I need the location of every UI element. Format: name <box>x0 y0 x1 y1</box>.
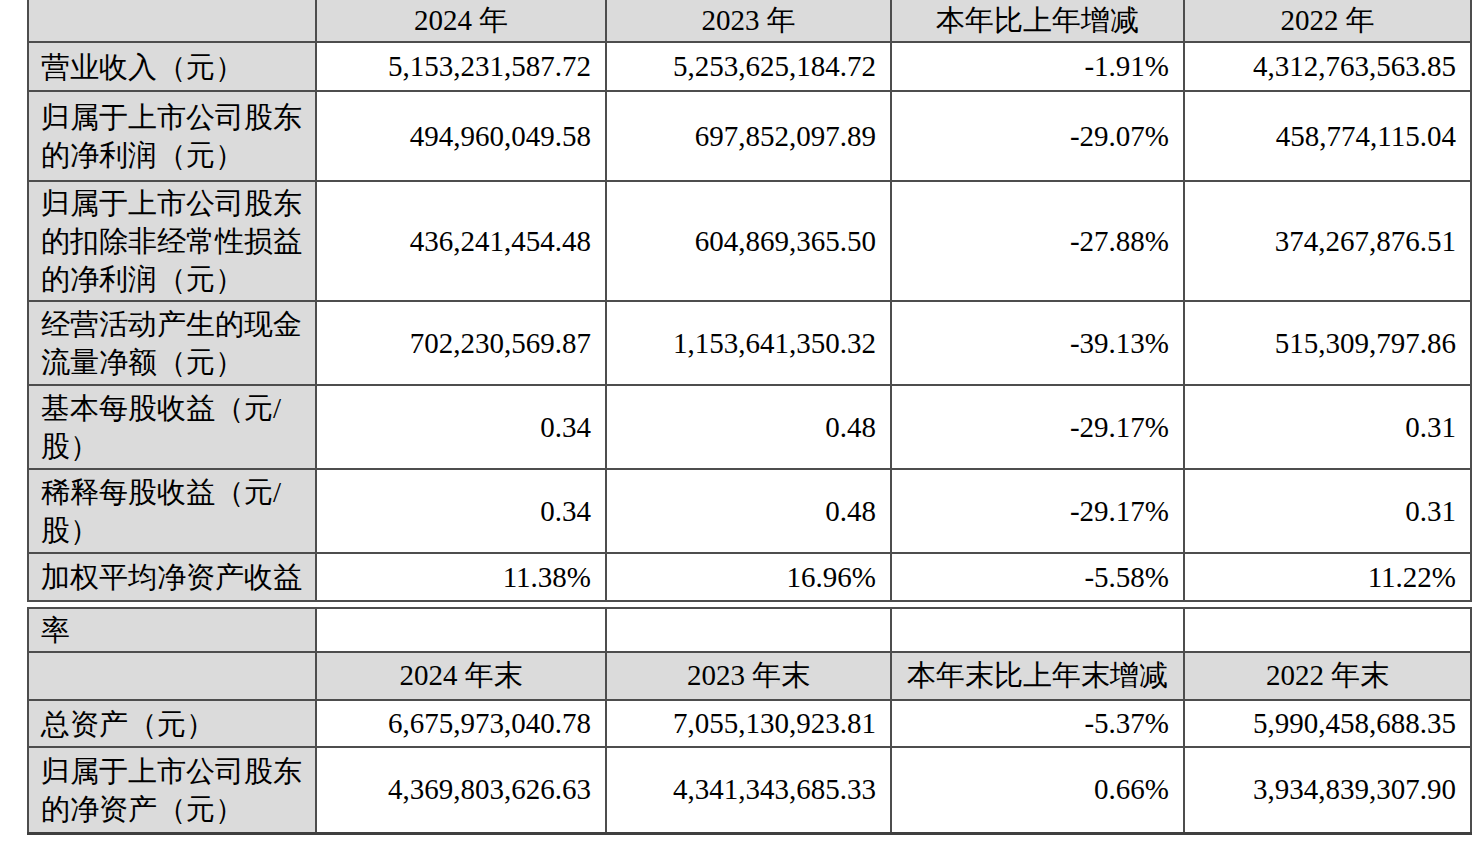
table-row-roe-label-carryover: 率 <box>28 608 1471 652</box>
value-2023-cell: 1,153,641,350.32 <box>606 301 891 385</box>
row-label-cell: 归属于上市公司股东的扣除非经常性损益的净利润（元） <box>28 181 316 301</box>
value-2022-cell <box>1184 608 1471 652</box>
change-cell: -27.88% <box>891 181 1184 301</box>
value-2023-cell: 5,253,625,184.72 <box>606 42 891 91</box>
table-row-weighted-avg-roe: 加权平均净资产收益 11.38% 16.96% -5.58% 11.22% <box>28 553 1471 601</box>
value-2022-cell: 5,990,458,688.35 <box>1184 700 1471 747</box>
value-2024-cell: 5,153,231,587.72 <box>316 42 606 91</box>
header-blank-cell <box>28 652 316 700</box>
row-label-cell: 经营活动产生的现金流量净额（元） <box>28 301 316 385</box>
header-yearend-2024: 2024 年末 <box>316 652 606 700</box>
document-page: 2024 年 2023 年 本年比上年增减 2022 年 营业收入（元） 5,1… <box>0 0 1481 843</box>
table-row-diluted-eps: 稀释每股收益（元/股） 0.34 0.48 -29.17% 0.31 <box>28 469 1471 553</box>
table-header-row: 2024 年 2023 年 本年比上年增减 2022 年 <box>28 0 1471 42</box>
value-2024-cell: 11.38% <box>316 553 606 601</box>
value-2022-cell: 515,309,797.86 <box>1184 301 1471 385</box>
row-label-cell: 率 <box>28 608 316 652</box>
row-label-cell: 加权平均净资产收益 <box>28 553 316 601</box>
table-row-operating-revenue: 营业收入（元） 5,153,231,587.72 5,253,625,184.7… <box>28 42 1471 91</box>
header-year-2024: 2024 年 <box>316 0 606 42</box>
value-2024-cell: 494,960,049.58 <box>316 91 606 181</box>
value-2023-cell: 0.48 <box>606 469 891 553</box>
value-2024-cell: 0.34 <box>316 469 606 553</box>
value-2022-cell: 0.31 <box>1184 385 1471 469</box>
value-2024-cell <box>316 608 606 652</box>
value-2023-cell <box>606 608 891 652</box>
value-2024-cell: 4,369,803,626.63 <box>316 747 606 833</box>
change-cell: -39.13% <box>891 301 1184 385</box>
change-cell: 0.66% <box>891 747 1184 833</box>
change-cell: -29.17% <box>891 385 1184 469</box>
value-2023-cell: 604,869,365.50 <box>606 181 891 301</box>
change-cell <box>891 608 1184 652</box>
header-year-2022: 2022 年 <box>1184 0 1471 42</box>
change-cell: -29.07% <box>891 91 1184 181</box>
table-header-row-yearend: 2024 年末 2023 年末 本年末比上年末增减 2022 年末 <box>28 652 1471 700</box>
value-2022-cell: 0.31 <box>1184 469 1471 553</box>
table-row-operating-cash-flow: 经营活动产生的现金流量净额（元） 702,230,569.87 1,153,64… <box>28 301 1471 385</box>
value-2022-cell: 4,312,763,563.85 <box>1184 42 1471 91</box>
header-year-2023: 2023 年 <box>606 0 891 42</box>
value-2024-cell: 436,241,454.48 <box>316 181 606 301</box>
header-yearend-2023: 2023 年末 <box>606 652 891 700</box>
row-label-cell: 基本每股收益（元/股） <box>28 385 316 469</box>
change-cell: -1.91% <box>891 42 1184 91</box>
value-2022-cell: 3,934,839,307.90 <box>1184 747 1471 833</box>
table-row-net-assets: 归属于上市公司股东的净资产（元） 4,369,803,626.63 4,341,… <box>28 747 1471 833</box>
change-cell: -29.17% <box>891 469 1184 553</box>
value-2023-cell: 0.48 <box>606 385 891 469</box>
row-label-cell: 总资产（元） <box>28 700 316 747</box>
header-blank-cell <box>28 0 316 42</box>
header-yearend-change: 本年末比上年末增减 <box>891 652 1184 700</box>
row-label-cell: 稀释每股收益（元/股） <box>28 469 316 553</box>
header-yoy-change: 本年比上年增减 <box>891 0 1184 42</box>
yearend-financials-table: 率 2024 年末 2023 年末 本年末比上年末增减 2022 年末 总资产（… <box>27 607 1472 835</box>
row-label-cell: 归属于上市公司股东的净资产（元） <box>28 747 316 833</box>
annual-financials-table: 2024 年 2023 年 本年比上年增减 2022 年 营业收入（元） 5,1… <box>27 0 1472 602</box>
value-2023-cell: 7,055,130,923.81 <box>606 700 891 747</box>
value-2022-cell: 11.22% <box>1184 553 1471 601</box>
value-2023-cell: 4,341,343,685.33 <box>606 747 891 833</box>
value-2023-cell: 16.96% <box>606 553 891 601</box>
header-yearend-2022: 2022 年末 <box>1184 652 1471 700</box>
row-label-cell: 营业收入（元） <box>28 42 316 91</box>
value-2023-cell: 697,852,097.89 <box>606 91 891 181</box>
table-row-total-assets: 总资产（元） 6,675,973,040.78 7,055,130,923.81… <box>28 700 1471 747</box>
table-row-net-profit: 归属于上市公司股东的净利润（元） 494,960,049.58 697,852,… <box>28 91 1471 181</box>
value-2022-cell: 374,267,876.51 <box>1184 181 1471 301</box>
value-2022-cell: 458,774,115.04 <box>1184 91 1471 181</box>
table-row-net-profit-excl-nonrecurring: 归属于上市公司股东的扣除非经常性损益的净利润（元） 436,241,454.48… <box>28 181 1471 301</box>
value-2024-cell: 702,230,569.87 <box>316 301 606 385</box>
change-cell: -5.37% <box>891 700 1184 747</box>
table-row-basic-eps: 基本每股收益（元/股） 0.34 0.48 -29.17% 0.31 <box>28 385 1471 469</box>
row-label-cell: 归属于上市公司股东的净利润（元） <box>28 91 316 181</box>
value-2024-cell: 6,675,973,040.78 <box>316 700 606 747</box>
value-2024-cell: 0.34 <box>316 385 606 469</box>
change-cell: -5.58% <box>891 553 1184 601</box>
